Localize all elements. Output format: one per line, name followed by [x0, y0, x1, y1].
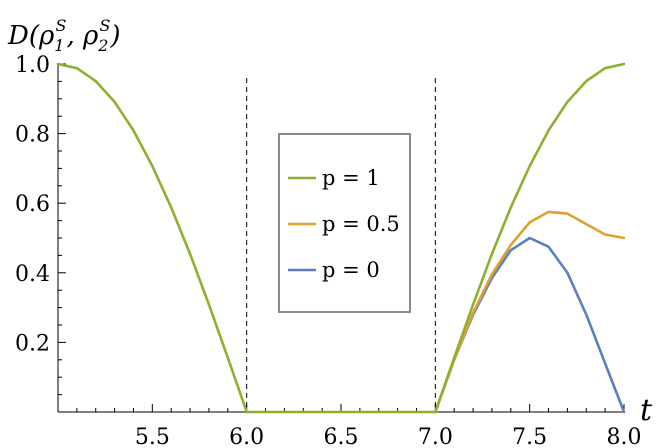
- x-tick-label: 5.5: [135, 425, 170, 448]
- y-tick-label: 0.6: [15, 192, 50, 217]
- x-tick-label: 6.0: [229, 425, 264, 448]
- x-tick-label: 8.0: [607, 425, 642, 448]
- legend: p = 1 p = 0.5 p = 0: [278, 133, 411, 313]
- y-tick-label: 0.2: [15, 331, 50, 356]
- legend-label: p = 0.5: [322, 212, 400, 236]
- series-line-p-1: [56, 62, 626, 414]
- series-line-p-0: [433, 236, 626, 414]
- series-layer: [56, 62, 626, 414]
- y-tick-label: 0.4: [15, 262, 50, 287]
- x-tick-label: 7.0: [418, 425, 453, 448]
- y-axis-title: D(ρ1S, ρ2S): [7, 16, 121, 55]
- tick-labels: 5.5 6.0 6.5 7.0 7.5 8.0 0.2 0.4 0.6 0.8 1.0: [15, 53, 642, 448]
- x-axis-title: t: [640, 393, 653, 428]
- legend-label: p = 1: [322, 166, 380, 190]
- series-line-p-0.5: [433, 210, 626, 414]
- legend-items: p = 1 p = 0.5 p = 0: [288, 166, 400, 282]
- y-tick-label: 0.8: [15, 123, 50, 148]
- legend-label: p = 0: [322, 258, 380, 282]
- y-tick-label: 1.0: [15, 53, 50, 78]
- x-tick-label: 6.5: [324, 425, 359, 448]
- vertical-dashed-lines: [246, 78, 436, 412]
- x-tick-label: 7.5: [512, 425, 547, 448]
